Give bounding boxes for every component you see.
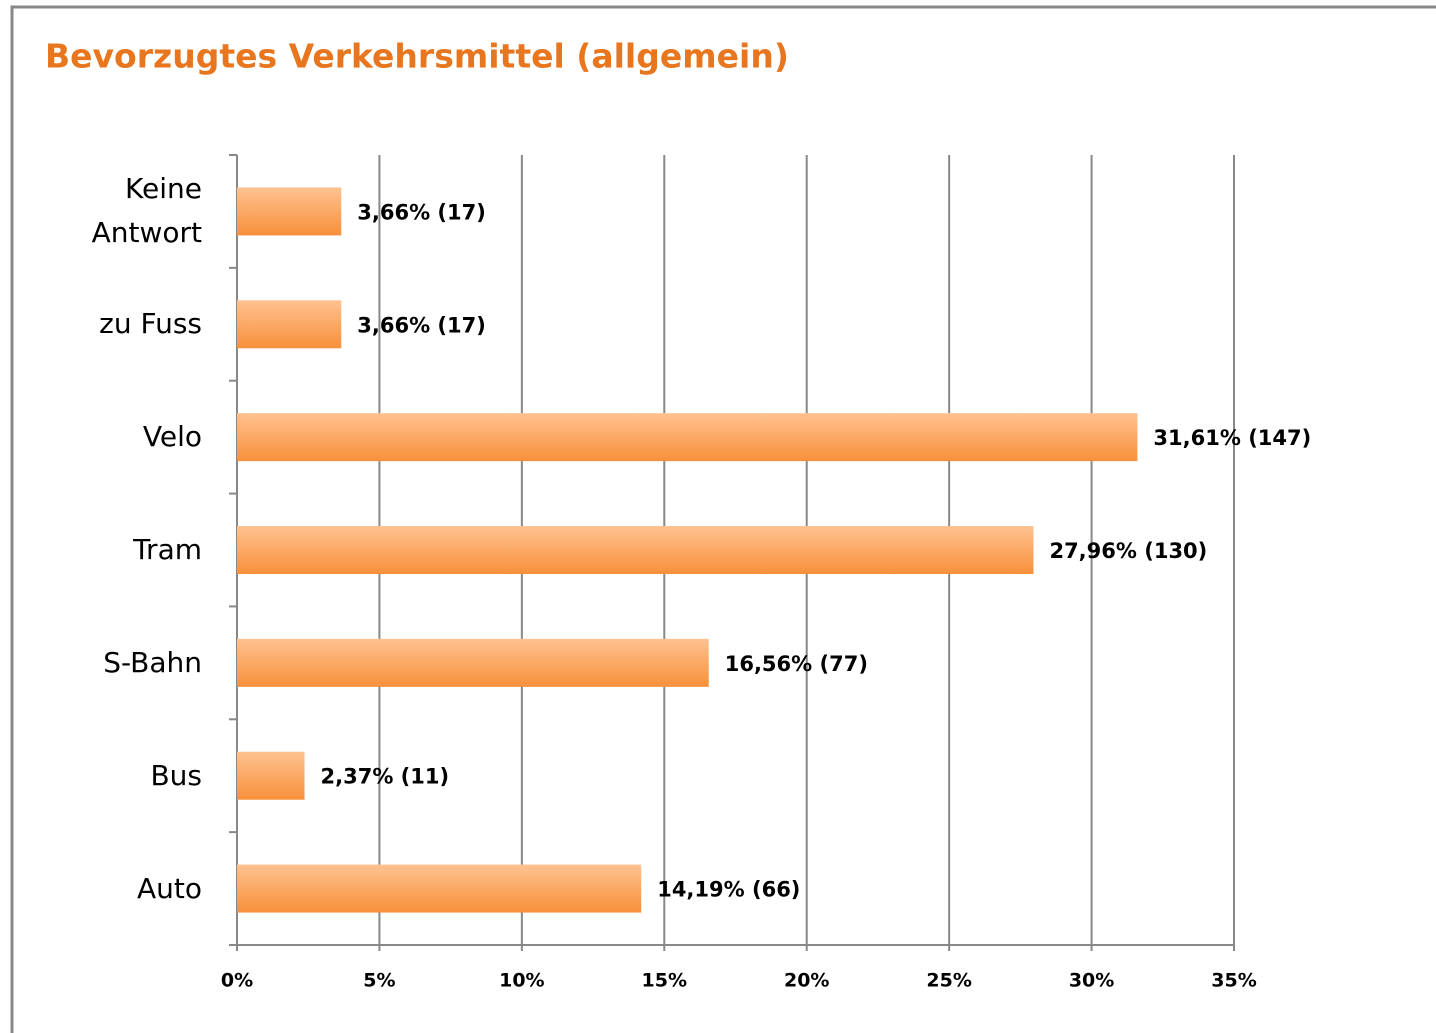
bar [237, 638, 709, 687]
data-label: 2,37% (11) [321, 765, 450, 789]
bar [237, 751, 305, 800]
data-label: 31,61% (147) [1153, 426, 1311, 450]
x-tick-label: 30% [1069, 970, 1114, 992]
bar [237, 864, 642, 913]
y-tick-label: Tram [133, 533, 202, 566]
x-tick-label: 25% [926, 970, 971, 992]
y-tick-label: Bus [150, 758, 202, 792]
y-tick-label: Keine Antwort [91, 172, 202, 250]
frame [10, 5, 1436, 1033]
bar [237, 413, 1138, 462]
x-tick-label: 10% [499, 970, 544, 992]
data-label: 14,19% (66) [657, 878, 800, 902]
chart-title: Bevorzugtes Verkehrsmittel (allgemein) [45, 37, 789, 76]
bar [237, 187, 342, 236]
x-tick-label: 5% [363, 970, 395, 992]
bar [237, 526, 1034, 574]
x-tick-label: 20% [784, 970, 829, 992]
data-label: 27,96% (130) [1049, 539, 1207, 563]
bar [237, 300, 342, 349]
x-tick-label: 0% [221, 970, 253, 992]
y-tick-label: Auto [136, 871, 202, 905]
y-tick-label: S-Bahn [103, 645, 202, 679]
y-tick-label: zu Fuss [99, 307, 202, 341]
y-tick-label: Velo [142, 420, 202, 454]
data-label: 3,66% (17) [357, 313, 486, 337]
x-tick-label: 15% [642, 970, 687, 992]
data-label: 3,66% (17) [357, 200, 486, 224]
data-label: 16,56% (77) [725, 652, 868, 676]
x-tick-label: 35% [1211, 970, 1256, 992]
